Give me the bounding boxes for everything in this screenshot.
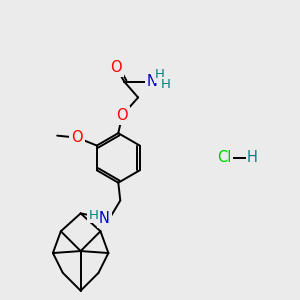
Text: N: N bbox=[99, 211, 110, 226]
Text: Cl: Cl bbox=[218, 150, 232, 165]
Text: N: N bbox=[147, 74, 158, 89]
Text: H: H bbox=[88, 209, 98, 222]
Text: O: O bbox=[110, 60, 122, 75]
Text: H: H bbox=[155, 68, 165, 81]
Text: O: O bbox=[71, 130, 83, 145]
Text: H: H bbox=[161, 78, 171, 91]
Text: H: H bbox=[247, 150, 258, 165]
Text: O: O bbox=[116, 108, 128, 123]
